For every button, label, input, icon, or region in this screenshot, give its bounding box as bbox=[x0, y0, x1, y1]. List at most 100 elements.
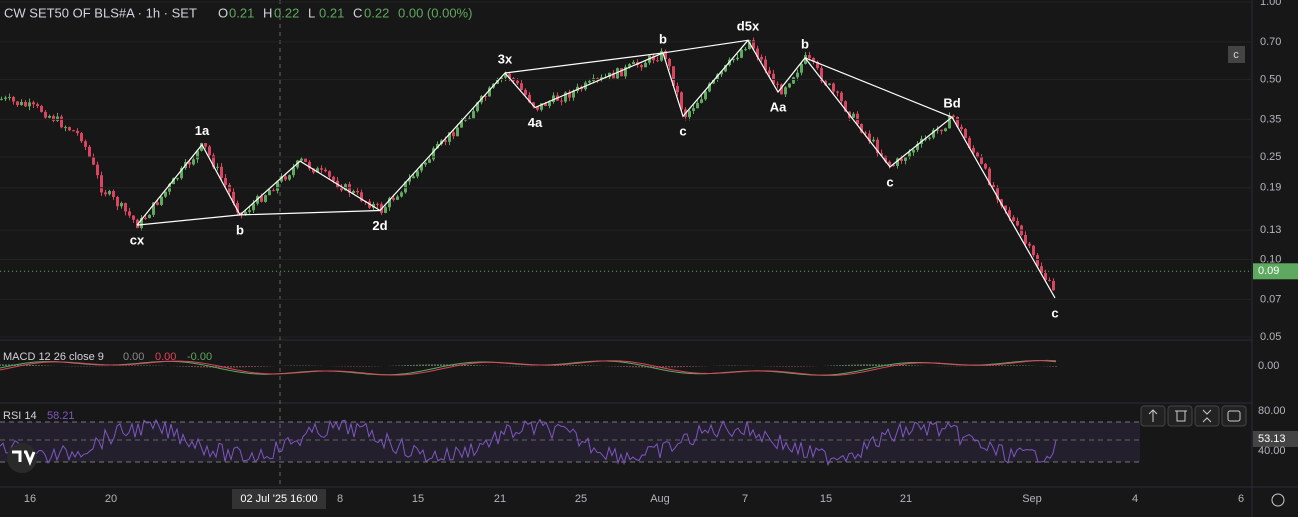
candle-body bbox=[312, 168, 315, 173]
wave-label: b bbox=[659, 31, 667, 46]
candle-body bbox=[836, 91, 839, 93]
candle-body bbox=[436, 143, 439, 149]
candle-body bbox=[32, 102, 35, 105]
candle-body bbox=[1052, 280, 1055, 291]
settings[interactable] bbox=[1271, 493, 1285, 507]
candle-body bbox=[0, 98, 3, 100]
time-label: 16 bbox=[24, 493, 36, 505]
candle-body bbox=[20, 101, 23, 106]
candle-body bbox=[908, 152, 911, 158]
candle-body bbox=[64, 127, 67, 129]
candle-body bbox=[748, 40, 751, 50]
candle-body bbox=[980, 156, 983, 164]
candle-body bbox=[608, 72, 611, 78]
price-tick: 0.10 bbox=[1260, 253, 1281, 265]
candle-body bbox=[992, 184, 995, 188]
rsi-axis: 80.00 bbox=[1258, 405, 1286, 417]
candle-body bbox=[968, 138, 971, 148]
button[interactable] bbox=[1194, 405, 1220, 427]
candle-body bbox=[1024, 235, 1027, 244]
candle-body bbox=[404, 181, 407, 193]
candle-body bbox=[100, 175, 103, 193]
candle-body bbox=[660, 50, 663, 61]
candle-body bbox=[92, 156, 95, 165]
wave-label: 3x bbox=[498, 51, 513, 66]
candle-body bbox=[488, 87, 491, 97]
candle-body bbox=[568, 92, 571, 98]
price-tick: 0.50 bbox=[1260, 73, 1281, 85]
icon bbox=[1148, 409, 1158, 422]
candle-body bbox=[260, 196, 263, 202]
candle-body bbox=[628, 64, 631, 67]
candle-body bbox=[588, 80, 591, 83]
candle-body bbox=[772, 73, 775, 84]
candle-body bbox=[1036, 255, 1039, 267]
candle-body bbox=[780, 84, 783, 95]
candle-body bbox=[1028, 243, 1031, 246]
candle-body bbox=[40, 105, 43, 112]
candle-body bbox=[544, 103, 547, 106]
candle-body bbox=[620, 68, 623, 77]
candle-body bbox=[564, 92, 567, 102]
candle-body bbox=[396, 196, 399, 200]
candle-body bbox=[424, 162, 427, 165]
candle-body bbox=[220, 166, 223, 178]
candle-body bbox=[720, 71, 723, 75]
candle-body bbox=[340, 187, 343, 191]
candle-body bbox=[900, 158, 903, 161]
button[interactable] bbox=[1167, 405, 1193, 427]
candle-body bbox=[432, 148, 435, 160]
candle-body bbox=[828, 83, 831, 85]
candle-body bbox=[600, 77, 603, 80]
candle-body bbox=[8, 97, 11, 99]
last-price: 0.09 bbox=[1258, 265, 1279, 277]
time-label: 20 bbox=[105, 493, 117, 505]
candle-body bbox=[524, 89, 527, 95]
candle-body bbox=[520, 83, 523, 90]
candle-body bbox=[60, 116, 63, 128]
candle-body bbox=[200, 143, 203, 151]
candle-body bbox=[632, 62, 635, 65]
candle-body bbox=[408, 178, 411, 182]
candle-body bbox=[188, 162, 191, 165]
price-tick: 0.70 bbox=[1260, 36, 1281, 48]
candle-body bbox=[972, 147, 975, 153]
change: 0.00 (0.00%) bbox=[398, 5, 472, 20]
badge-box[interactable] bbox=[1228, 46, 1245, 63]
candle-body bbox=[452, 132, 455, 137]
rsi-line bbox=[0, 418, 1057, 467]
candle-body bbox=[1000, 199, 1003, 206]
time-label: 21 bbox=[900, 493, 912, 505]
candle-body bbox=[796, 72, 799, 78]
price-tick: 0.35 bbox=[1260, 113, 1281, 125]
candle-body bbox=[692, 108, 695, 112]
candle-body bbox=[936, 129, 939, 131]
candle-body bbox=[48, 115, 51, 118]
candle-body bbox=[700, 99, 703, 103]
price-tick: 1.00 bbox=[1260, 0, 1281, 8]
candle-body bbox=[964, 129, 967, 139]
candle-body bbox=[1040, 266, 1043, 274]
candle-body bbox=[44, 111, 47, 118]
candle-body bbox=[124, 203, 127, 212]
candle-body bbox=[768, 70, 771, 74]
candle-body bbox=[392, 198, 395, 200]
candle-body bbox=[984, 163, 987, 169]
button[interactable] bbox=[1221, 405, 1247, 427]
candle-body bbox=[548, 102, 551, 106]
candle-body bbox=[128, 211, 131, 216]
candle-body bbox=[208, 146, 211, 156]
candle-body bbox=[352, 190, 355, 193]
badge[interactable]: c bbox=[1233, 49, 1239, 61]
candle-body bbox=[792, 77, 795, 84]
candle-body bbox=[348, 184, 351, 193]
candle-body bbox=[248, 210, 251, 212]
candle-body bbox=[56, 116, 59, 121]
candle-body bbox=[224, 177, 227, 185]
candle-body bbox=[204, 143, 207, 147]
candle-body bbox=[148, 214, 151, 219]
candle-body bbox=[320, 168, 323, 170]
